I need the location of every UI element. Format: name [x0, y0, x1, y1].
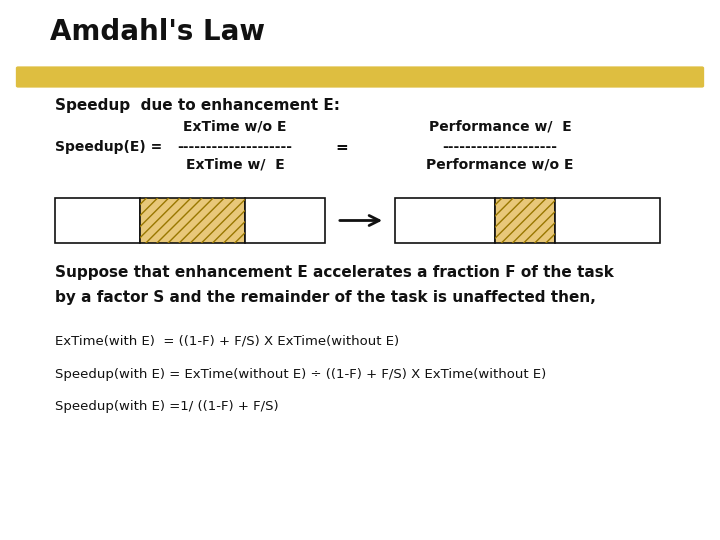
Text: Speedup(with E) =1/ ((1-F) + F/S): Speedup(with E) =1/ ((1-F) + F/S) [55, 400, 279, 413]
Bar [140, 198, 245, 243]
Text: --------------------: -------------------- [443, 140, 557, 154]
Text: Suppose that enhancement E accelerates a fraction F of the task: Suppose that enhancement E accelerates a… [55, 265, 614, 280]
Text: ExTime w/o E: ExTime w/o E [184, 120, 287, 134]
Bar [245, 198, 325, 243]
Text: Speedup(with E) = ExTime(without E) ÷ ((1-F) + F/S) X ExTime(without E): Speedup(with E) = ExTime(without E) ÷ ((… [55, 368, 546, 381]
Bar [495, 198, 555, 243]
Bar [555, 198, 660, 243]
Text: Speedup(E) =: Speedup(E) = [55, 140, 167, 154]
Text: ExTime(with E)  = ((1-F) + F/S) X ExTime(without E): ExTime(with E) = ((1-F) + F/S) X ExTime(… [55, 335, 399, 348]
Text: Performance w/  E: Performance w/ E [428, 120, 572, 134]
Text: by a factor S and the remainder of the task is unaffected then,: by a factor S and the remainder of the t… [55, 290, 596, 305]
Text: ExTime w/  E: ExTime w/ E [186, 158, 284, 172]
Bar [140, 198, 245, 243]
Bar [55, 198, 140, 243]
FancyBboxPatch shape [16, 66, 704, 87]
Text: Amdahl's Law: Amdahl's Law [50, 18, 265, 46]
Text: Performance w/o E: Performance w/o E [426, 158, 574, 172]
Text: Speedup  due to enhancement E:: Speedup due to enhancement E: [55, 98, 340, 113]
Text: =: = [336, 140, 348, 155]
Text: --------------------: -------------------- [178, 140, 292, 154]
Bar [395, 198, 495, 243]
Bar [495, 198, 555, 243]
